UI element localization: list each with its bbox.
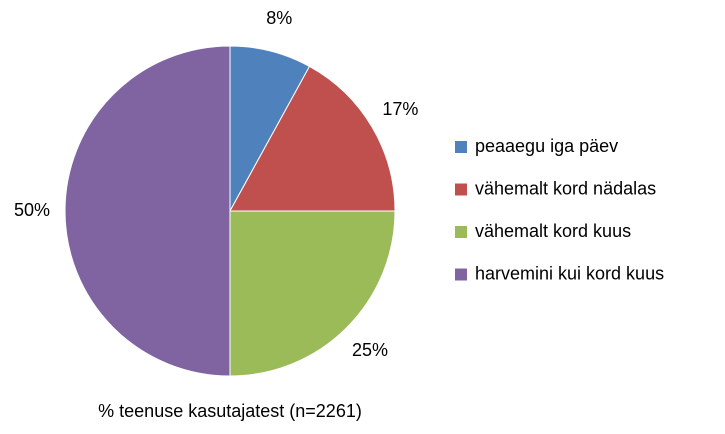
- legend-label: peaaegu iga päev: [475, 136, 618, 156]
- caption: % teenuse kasutajatest (n=2261): [98, 401, 362, 421]
- data-label: 25%: [352, 340, 388, 360]
- pie-slice: [229, 65, 396, 212]
- pie-slice: [64, 45, 231, 377]
- legend-label: vähemalt kord kuus: [475, 221, 631, 241]
- legend-swatch: [455, 226, 467, 238]
- data-label: 17%: [382, 99, 418, 119]
- legend-label: harvemini kui kord kuus: [475, 263, 664, 283]
- legend-label: vähemalt kord nädalas: [475, 178, 656, 198]
- legend-swatch: [455, 268, 467, 281]
- legend-swatch: [455, 141, 467, 153]
- data-label: 50%: [14, 200, 50, 220]
- legend-swatch: [455, 183, 467, 196]
- pie-slice: [229, 210, 396, 377]
- data-label: 8%: [266, 8, 292, 28]
